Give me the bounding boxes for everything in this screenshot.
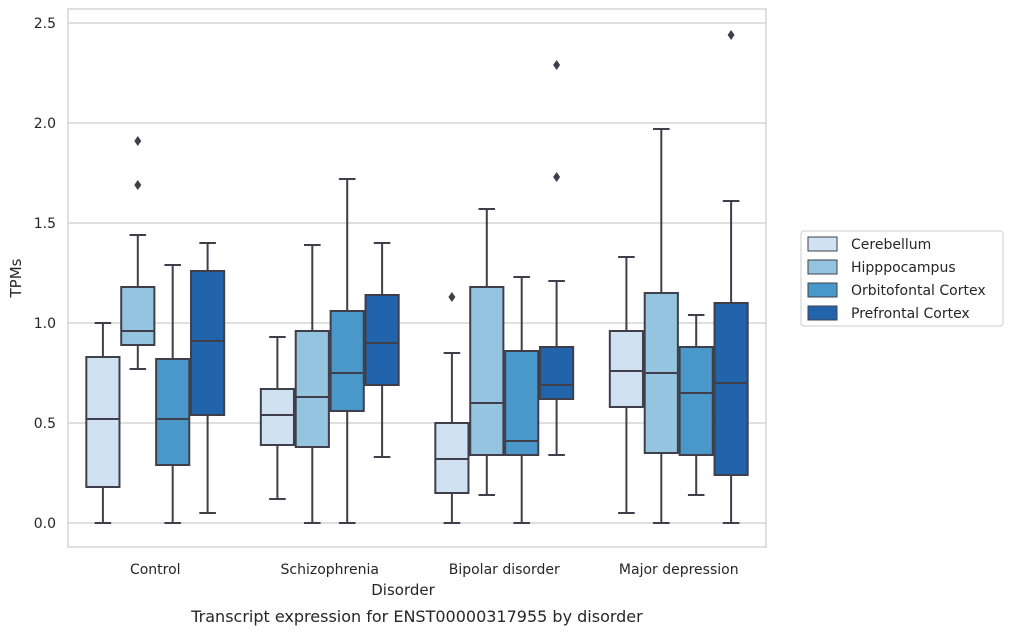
- box-body: [190, 270, 226, 416]
- legend-swatch: [807, 259, 838, 275]
- box-body: [608, 330, 644, 408]
- outlier-point: [448, 292, 456, 302]
- box-body: [329, 310, 365, 412]
- box-body: [713, 302, 749, 476]
- y-tick-label: 0.0: [34, 516, 56, 532]
- box-cerebellum-schizophrenia: [259, 336, 295, 500]
- box-prefrontal-cortex-schizophrenia: [364, 242, 400, 458]
- box-cerebellum-bipolar-disorder: [434, 292, 470, 524]
- box-body: [678, 346, 714, 456]
- outlier-point: [727, 30, 735, 40]
- legend-entry: Prefrontal Cortex: [851, 306, 970, 322]
- box-body: [294, 330, 330, 448]
- legend: Cerebellum Hipppocampus Orbitofontal Corte…: [800, 230, 1004, 327]
- box-hipppocampus-major-depression: [643, 128, 679, 524]
- x-axis-ticks: Control Schizophrenia Bipolar disorder Majo…: [130, 562, 739, 578]
- y-tick-label: 1.0: [34, 316, 56, 332]
- box-prefrontal-cortex-control: [190, 242, 226, 514]
- plot-frame: [67, 8, 767, 548]
- x-tick-label: Bipolar disorder: [449, 562, 560, 578]
- box-plot-marks: [85, 30, 749, 524]
- x-tick-label: Schizophrenia: [281, 562, 379, 578]
- legend-frame: [800, 230, 1004, 327]
- box-hipppocampus-control: [120, 136, 156, 370]
- outlier-point: [134, 136, 142, 146]
- outlier-point: [553, 172, 561, 182]
- box-body: [364, 294, 400, 386]
- box-prefrontal-cortex-bipolar-disorder: [539, 60, 575, 456]
- box-body: [120, 286, 156, 346]
- legend-entry: Hipppocampus: [851, 260, 956, 276]
- box-body: [85, 356, 121, 488]
- y-axis-label: TPMs: [7, 258, 25, 298]
- x-tick-label: Major depression: [619, 562, 739, 578]
- box-body: [504, 350, 540, 456]
- y-tick-label: 2.0: [34, 116, 56, 132]
- y-tick-label: 0.5: [34, 416, 56, 432]
- box-body: [259, 388, 295, 446]
- outlier-point: [553, 60, 561, 70]
- box-orbitofontal-cortex-control: [155, 264, 191, 524]
- legend-entry: Cerebellum: [851, 237, 931, 253]
- box-orbitofontal-cortex-schizophrenia: [329, 178, 365, 524]
- box-orbitofontal-cortex-major-depression: [678, 314, 714, 496]
- box-hipppocampus-bipolar-disorder: [469, 208, 505, 496]
- y-tick-label: 2.5: [34, 16, 56, 32]
- legend-swatch: [807, 236, 838, 252]
- box-hipppocampus-schizophrenia: [294, 244, 330, 524]
- box-body: [539, 346, 575, 400]
- chart-caption: Transcript expression for ENST0000031795…: [190, 607, 643, 626]
- x-axis-label: Disorder: [371, 581, 435, 599]
- box-cerebellum-control: [85, 322, 121, 524]
- outlier-point: [134, 180, 142, 190]
- box-body: [469, 286, 505, 456]
- box-prefrontal-cortex-major-depression: [713, 30, 749, 524]
- box-cerebellum-major-depression: [608, 256, 644, 514]
- legend-swatch: [807, 282, 838, 298]
- x-tick-label: Control: [130, 562, 181, 578]
- y-axis-ticks: 0.0 0.5 1.0 1.5 2.0 2.5: [34, 16, 56, 532]
- y-tick-label: 1.5: [34, 216, 56, 232]
- box-orbitofontal-cortex-bipolar-disorder: [504, 276, 540, 524]
- legend-swatch: [807, 305, 838, 321]
- legend-entry: Orbitofontal Cortex: [851, 283, 986, 299]
- box-body: [155, 358, 191, 466]
